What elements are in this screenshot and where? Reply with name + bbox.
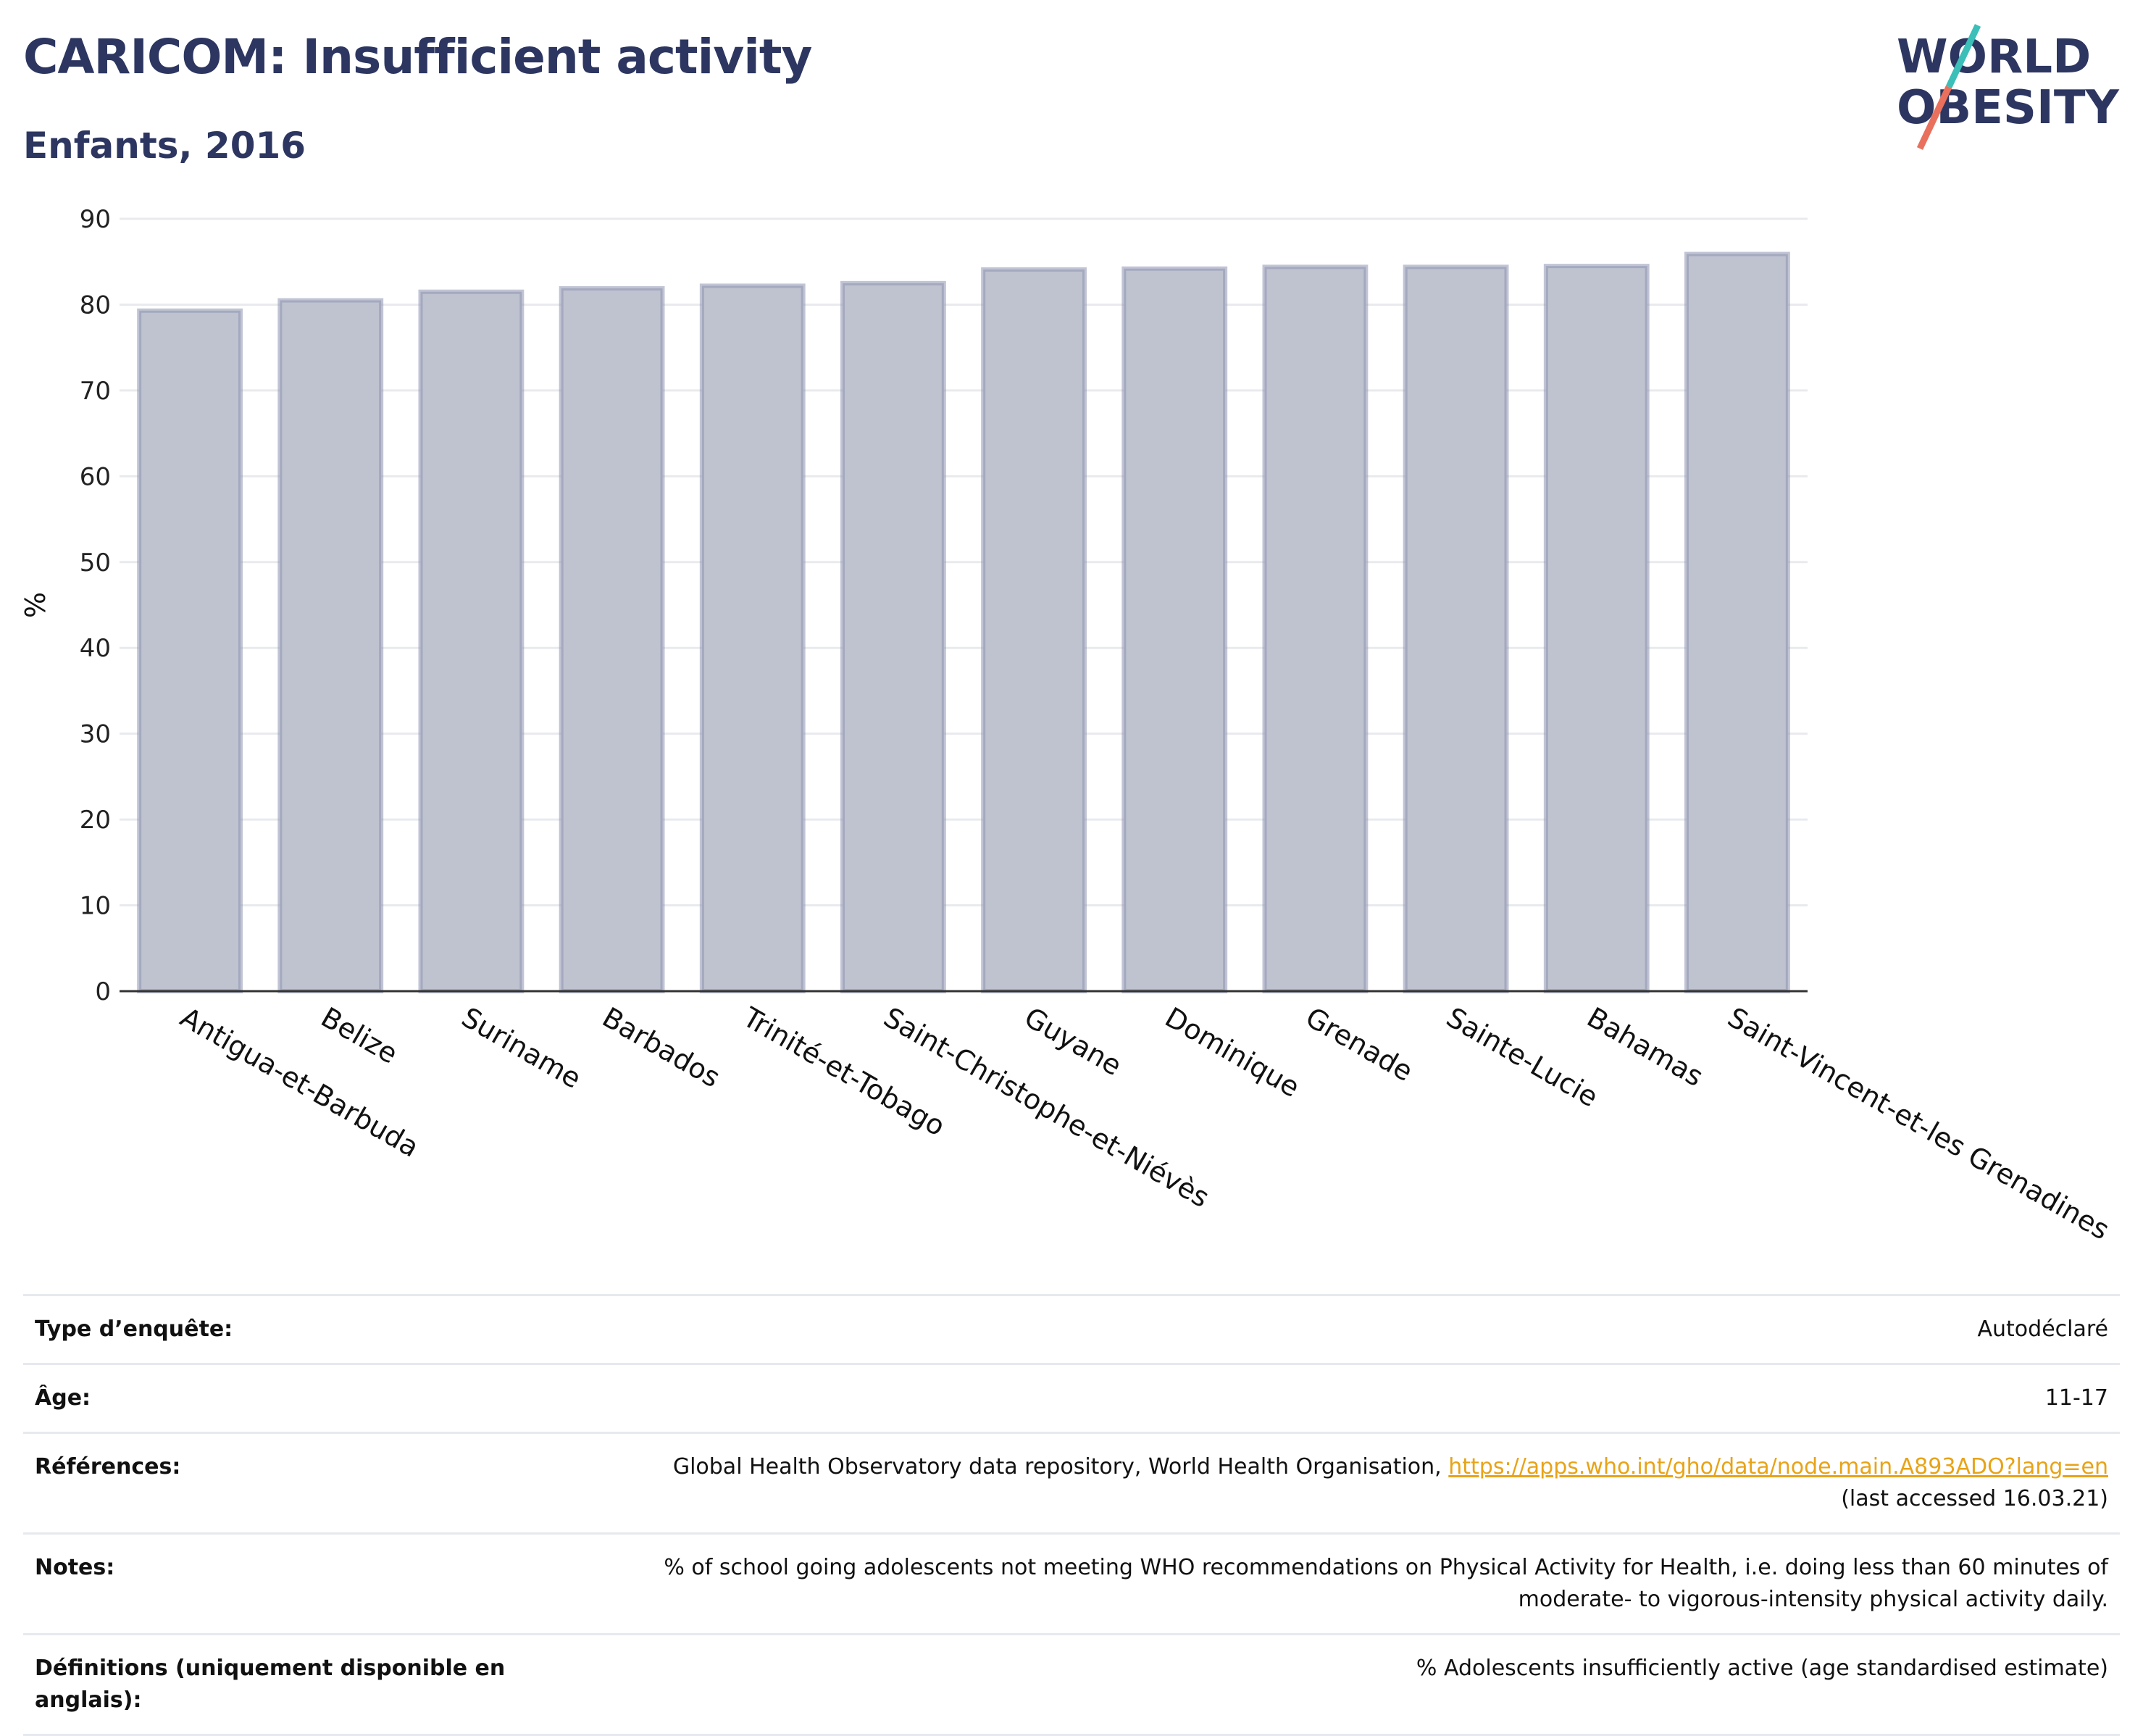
y-tick-label: 40 [80,634,111,663]
bar[interactable] [840,280,946,994]
y-tick-label: 70 [80,377,111,406]
x-tick-label: Belize [316,1001,404,1070]
bar[interactable] [1262,264,1369,993]
meta-value: Autodéclaré [1977,1316,2109,1342]
x-tick-label: Barbados [597,1001,726,1094]
meta-row-survey-type: Type d’enquête: Autodéclaré [23,1294,2120,1363]
meta-value: % of school going adolescents not meetin… [556,1552,2108,1616]
bar[interactable] [981,267,1087,994]
x-tick-label: Saint-Vincent-et-les Grenadines [1722,1001,2115,1246]
bar-chart: 0 10 20 30 40 50 60 70 80 90 Antigua-et-BarbudaBe… [20,205,2115,1246]
logo-line-1: WORLD [1897,30,2091,84]
world-obesity-logo: WORLD OBESITY [1897,24,2119,150]
notes-line-1: % of school going adolescents not meetin… [664,1555,2108,1580]
meta-row-references: Références: Global Health Observatory da… [23,1432,2120,1532]
metadata-table: Type d’enquête: Autodéclaré Âge: 11-17 R… [23,1294,2120,1736]
y-tick-label: 30 [80,720,111,749]
notes-line-2: moderate- to vigorous-intensity physical… [1518,1587,2108,1612]
x-tick-label: Antigua-et-Barbuda [175,1001,425,1164]
y-tick-label: 90 [80,205,111,234]
bar[interactable] [1403,264,1509,993]
bar[interactable] [1543,264,1650,993]
bar[interactable] [137,308,243,994]
meta-row-definitions: Définitions (uniquement disponible en an… [23,1633,2120,1736]
meta-key: Type d’enquête: [35,1316,233,1342]
x-tick-label: Suriname [456,1001,587,1095]
y-tick-label: 50 [80,548,111,577]
meta-key: Notes: [35,1555,115,1580]
logo-slash-coral [1916,85,1952,150]
meta-key: Définitions (uniquement disponible en an… [35,1656,506,1713]
y-tick-label: 60 [80,462,111,491]
x-tick-label: Dominique [1160,1001,1306,1103]
meta-value: % Adolescents insufficiently active (age… [1416,1656,2108,1681]
meta-key: Références: [35,1454,181,1480]
gridlines [120,217,1808,907]
bar[interactable] [418,289,525,993]
bar[interactable] [1121,266,1228,994]
chart-title: CARICOM: Insufficient activity [23,29,812,85]
meta-row-age: Âge: 11-17 [23,1363,2120,1432]
meta-key: Âge: [35,1385,91,1411]
meta-row-notes: Notes: % of school going adolescents not… [23,1532,2120,1633]
y-tick-label: 0 [95,977,111,1006]
reference-link[interactable]: https://apps.who.int/gho/data/node.main.… [1448,1454,2108,1480]
y-axis-title: % [20,592,51,618]
meta-value: Global Health Observatory data repositor… [556,1451,2108,1515]
bar[interactable] [699,283,806,994]
x-tick-label: Bahamas [1582,1001,1708,1093]
y-axis-ticks: 0 10 20 30 40 50 60 70 80 90 [80,205,111,1006]
x-tick-label: Guyane [1019,1001,1127,1082]
reference-text: Global Health Observatory data repositor… [672,1454,1442,1480]
bars [137,251,1790,994]
bar[interactable] [277,298,384,993]
x-tick-label: Grenade [1300,1001,1419,1088]
x-tick-label: Sainte-Lucie [1441,1001,1603,1114]
y-tick-label: 10 [80,892,111,921]
chart-subtitle: Enfants, 2016 [23,125,306,167]
y-tick-label: 20 [80,806,111,835]
meta-value: 11-17 [2044,1385,2108,1411]
bar[interactable] [1684,251,1790,994]
logo-slash-teal [1945,24,1981,88]
y-tick-label: 80 [80,291,111,320]
bar[interactable] [559,285,665,993]
reference-accessed: (last accessed 16.03.21) [1841,1486,2108,1511]
